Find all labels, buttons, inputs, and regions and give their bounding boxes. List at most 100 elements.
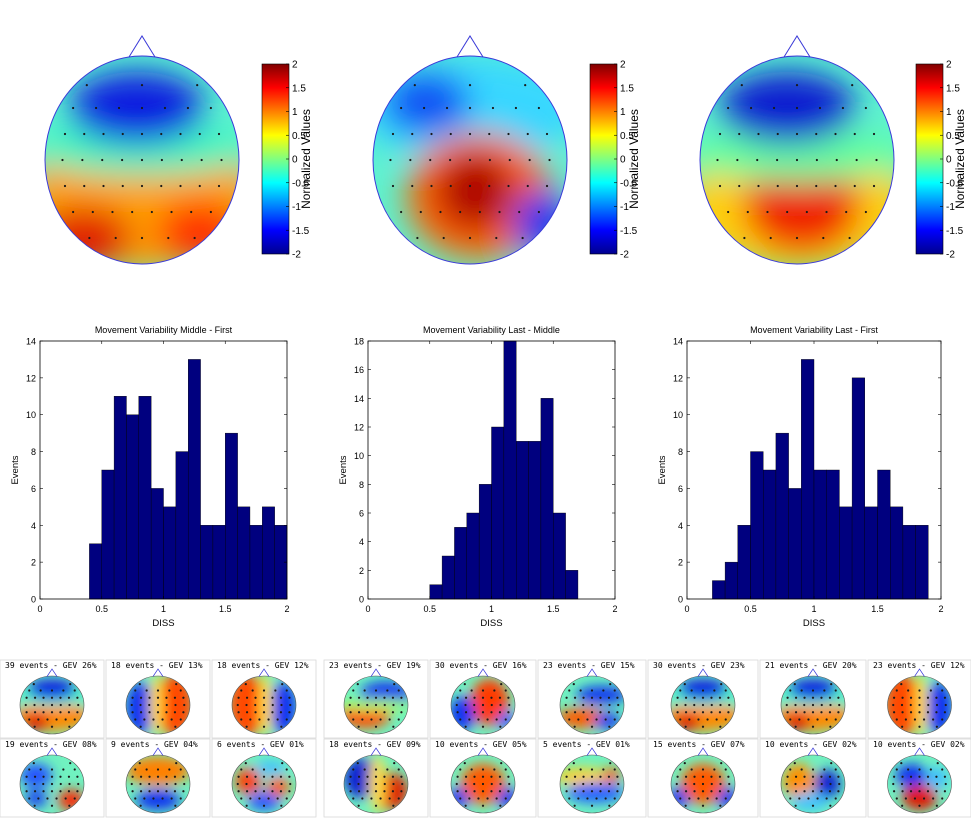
electrode-dot (851, 84, 854, 87)
electrode-dot (77, 782, 80, 786)
y-tick-label: 4 (31, 521, 36, 531)
electrode-dot (481, 703, 485, 707)
electrode-dot (727, 210, 730, 214)
electrode-dot (504, 797, 507, 800)
electrode-dot (837, 775, 840, 778)
nose-marker (586, 747, 598, 756)
electrode-dot (564, 703, 567, 707)
electrode-dot (156, 703, 160, 707)
electrode-dot (820, 775, 823, 778)
electrode-dot (599, 775, 602, 778)
electrode-dot (604, 718, 607, 721)
electrode-dot (595, 797, 598, 800)
electrode-dot (386, 689, 389, 692)
electrode-dot (161, 718, 164, 721)
electrode-dot (786, 711, 789, 714)
colorbar-tick-label: 0.5 (292, 131, 306, 142)
electrode-dot (823, 768, 826, 771)
y-tick-label: 10 (673, 410, 683, 420)
electrode-dot (357, 725, 360, 728)
electrode-dot (156, 790, 160, 793)
head-outline (887, 754, 952, 814)
electrode-dot (33, 696, 37, 699)
electrode-dot (795, 106, 799, 110)
electrode-dot (439, 210, 442, 214)
electrode-dot (374, 696, 378, 699)
electrode-dot (490, 782, 493, 786)
electrode-dot (816, 797, 819, 800)
topomap-row: 2 1.5 1 0.5 0 -0.5 -1 -1.5 -2 Normalized Values 2 1… (44, 35, 967, 265)
colorbar-label: Normalized Values (299, 109, 313, 209)
colorbar-tick-label: -1.5 (946, 226, 964, 237)
electrode-dot (684, 775, 688, 778)
electrode-dot (289, 782, 292, 786)
electrode-dot (156, 804, 160, 807)
x-tick-label: 0.5 (744, 604, 757, 614)
head-outline (44, 55, 240, 265)
nose-marker (46, 668, 58, 677)
electrode-dot (401, 703, 404, 707)
electrode-dot (488, 132, 491, 136)
electrode-dot (50, 804, 54, 807)
electrode-dot (167, 236, 170, 240)
electrode-dot (473, 775, 476, 778)
potential-region (254, 760, 287, 776)
electrode-dot (400, 775, 403, 778)
electrode-dot (841, 106, 845, 110)
electrode-dot (456, 711, 459, 714)
y-tick-label: 2 (31, 558, 36, 568)
electrode-dot (245, 790, 249, 793)
histogram-bar (187, 359, 201, 600)
head-outline (231, 675, 297, 735)
electrode-dot (279, 696, 283, 699)
electrode-dot (504, 718, 507, 721)
electrode-dot (514, 106, 518, 110)
electrode-dot (805, 210, 808, 214)
electrode-dot (481, 775, 485, 778)
electrode-dot (573, 703, 576, 707)
electrode-dot (366, 790, 369, 793)
electrode-dot (718, 696, 722, 699)
electrode-dot (138, 683, 141, 686)
electrode-dot (463, 762, 466, 765)
electrode-dot (62, 768, 65, 771)
electrode-dot (374, 782, 378, 786)
electrode-dot (772, 106, 776, 110)
x-axis-label: DISS (152, 618, 174, 629)
x-tick-label: 1 (811, 604, 816, 614)
electrode-dot (374, 804, 378, 807)
electrode-dot (794, 804, 797, 807)
electrode-dot (724, 689, 727, 692)
electrode-dot (498, 210, 501, 214)
electrode-dot (130, 782, 133, 786)
colorbar-gradient (589, 63, 618, 255)
electrode-dot (55, 797, 58, 800)
potential-region (126, 756, 190, 786)
electrode-dot (565, 775, 568, 778)
electrode-dot (811, 790, 815, 793)
electrode-dot (139, 790, 143, 793)
colorbar-tick-label: 2 (620, 60, 626, 71)
microstate-panel: 15 events - GEV 07% (647, 738, 759, 818)
electrode-dot (789, 718, 792, 721)
electrode-dot (148, 790, 151, 793)
electrode-dot (795, 236, 799, 240)
electrode-dot (757, 132, 760, 136)
electrode-dot (490, 703, 493, 707)
colorbar: 2 1.5 1 0.5 0 -0.5 -1 -1.5 -2 Normalized Values (261, 60, 313, 261)
electrode-dot (616, 775, 619, 778)
electrode-dot (607, 790, 611, 793)
electrode-dot (944, 782, 947, 786)
electrode-dot (590, 703, 594, 707)
electrode-dot (892, 775, 896, 778)
electrode-dot (892, 711, 896, 714)
head-outline (343, 675, 409, 735)
electrode-dot (374, 790, 378, 793)
electrode-dot (683, 762, 686, 765)
potential-region (671, 691, 735, 707)
x-axis-label: DISS (480, 618, 502, 629)
electrode-dot (389, 158, 392, 162)
electrode-dot (42, 782, 45, 786)
electrode-dot (254, 711, 257, 714)
electrode-dot (193, 236, 196, 240)
